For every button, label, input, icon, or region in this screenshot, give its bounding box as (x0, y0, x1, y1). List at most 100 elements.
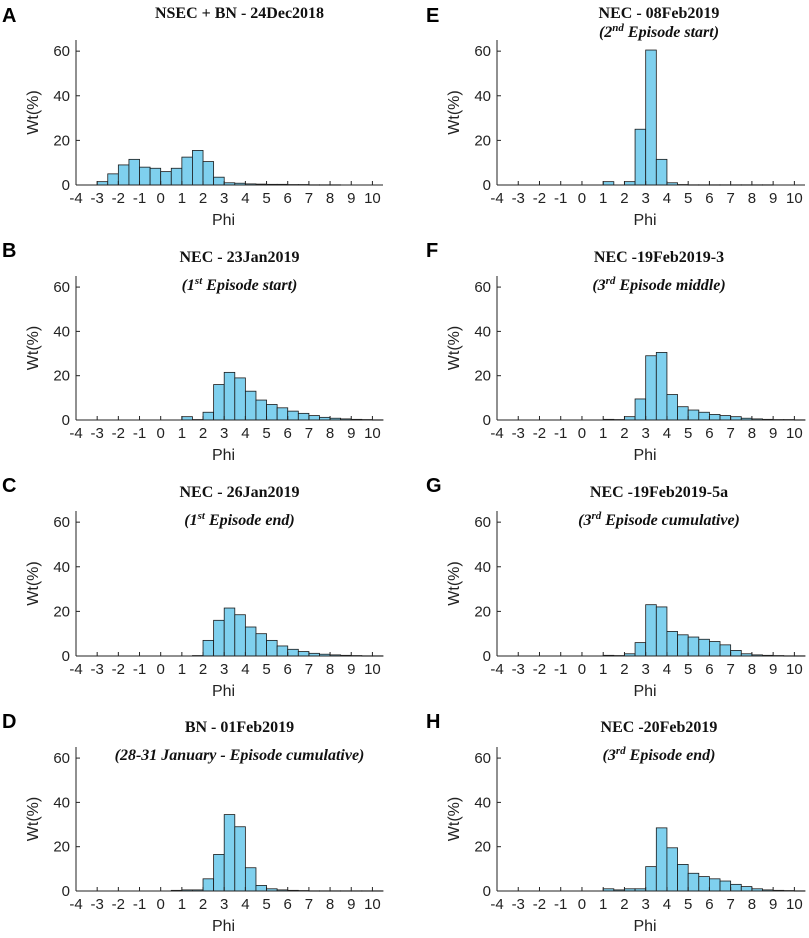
panel-c-x-tick-label: 5 (262, 661, 270, 678)
panel-e-x-tick-label: -1 (554, 190, 567, 207)
panel-f-x-tick-label: -4 (490, 425, 503, 442)
panel-b-x-tick-label: 8 (326, 425, 334, 442)
panel-f-bar (719, 415, 732, 421)
panel-b-bar (266, 404, 278, 421)
panel-b-y-tick-label: 20 (53, 368, 70, 385)
panel-b-bar (308, 415, 320, 421)
panel-c-x-tick-label: 6 (284, 661, 292, 678)
panel-f-bar (634, 398, 647, 421)
panel-g-subtitle: (3rd Episode cumulative) (578, 510, 740, 529)
panel-d-x-tick-label: 6 (284, 896, 292, 913)
panel-e-y-tick-label: 0 (483, 177, 491, 194)
panel-f-x-tick-label: -2 (533, 425, 546, 442)
panel-b-x-tick-label: 5 (262, 425, 270, 442)
panel-h-bar (655, 827, 668, 892)
panel-b-x-tick-label: 6 (284, 425, 292, 442)
panel-g-x-tick-label: -4 (490, 661, 503, 678)
panel-d-y-tick-label: 20 (53, 839, 70, 856)
panel-a-x-tick-label: 4 (241, 190, 249, 207)
panel-b-bar (202, 411, 215, 421)
panel-f-subtitle: (3rd Episode middle) (592, 275, 725, 294)
panel-h-bar (698, 876, 710, 892)
panel-d-x-tick-label: 1 (178, 896, 186, 913)
panel-g-bar (687, 636, 700, 657)
panel-c-y-tick-label: 40 (53, 559, 70, 576)
panel-g-letter: G (426, 475, 442, 497)
panel-b-bar (287, 410, 299, 421)
panel-e-x-tick-label: -2 (533, 190, 546, 207)
panel-e-x-tick-label: 7 (726, 190, 734, 207)
panel-b: B NEC - 23Jan2019(1st Episode start)-4 -3-… (2, 240, 384, 464)
panel-h-x-tick-label: -3 (512, 896, 525, 913)
panel-b-x-tick-label: -2 (112, 425, 125, 442)
panel-f-letter: F (426, 240, 438, 262)
panel-a-x-tick-label: 9 (347, 190, 355, 207)
panel-h-bar (719, 880, 732, 892)
panel-g-title: NEC -19Feb2019-5a (590, 484, 728, 501)
panel-d-title: BN - 01Feb2019 (185, 719, 294, 736)
panel-d-bar (213, 854, 225, 892)
panel-c-x-tick-label: 4 (241, 661, 249, 678)
panel-e-letter: E (426, 5, 439, 27)
panel-g-bar (655, 606, 668, 657)
panel-d-x-tick-label: 3 (220, 896, 228, 913)
panel-a-bar (202, 161, 215, 186)
panel-c-x-tick-label: 8 (326, 661, 334, 678)
panel-h-x-tick-label: -2 (533, 896, 546, 913)
panel-f-x-tick-label: 4 (663, 425, 671, 442)
panel-b-x-tick-label: 2 (199, 425, 207, 442)
panel-e-x-tick-label: -3 (512, 190, 525, 207)
panel-f-bar (677, 406, 689, 421)
panel-e-x-tick-label: 2 (620, 190, 628, 207)
panel-a-x-tick-label: 10 (364, 190, 381, 207)
panel-d-x-tick-label: -3 (91, 896, 104, 913)
panel-f-x-tick-label: 6 (705, 425, 713, 442)
panel-g-x-label: Phi (633, 683, 656, 700)
panel-g-x-tick-label: 0 (578, 661, 586, 678)
panel-c-x-tick-label: -1 (133, 661, 146, 678)
panel-b-x-tick-label: -3 (91, 425, 104, 442)
panel-e-x-tick-label: 1 (599, 190, 607, 207)
panel-g-bar (719, 644, 732, 657)
panel-a-bar (96, 181, 109, 186)
panel-a-bar (128, 158, 140, 186)
panel-d-letter: D (2, 711, 16, 733)
panel-g-bar (698, 638, 710, 657)
panel-e-bar (655, 158, 668, 186)
panel-h-x-tick-label: 0 (578, 896, 586, 913)
panel-f-bar (645, 355, 657, 421)
panel-a-x-tick-label: 5 (262, 190, 270, 207)
panel-b-title: NEC - 23Jan2019 (179, 249, 299, 266)
panel-g-y-tick-label: 0 (483, 648, 491, 665)
panel-e-x-tick-label: 3 (642, 190, 650, 207)
panel-a-x-tick-label: 2 (199, 190, 207, 207)
panel-e-x-tick-label: 8 (748, 190, 756, 207)
panel-d-x-tick-label: 0 (157, 896, 165, 913)
panel-e-bar (624, 181, 636, 186)
panel-f-bar (709, 414, 721, 421)
panel-c-bar (202, 639, 215, 657)
panel-h-bar (709, 878, 721, 892)
panel-c-x-tick-label: 2 (199, 661, 207, 678)
panel-h-y-tick-label: 0 (483, 883, 491, 900)
panel-f-y-tick-label: 40 (474, 323, 491, 340)
panel-c-subtitle: (1st Episode end) (184, 510, 294, 529)
panel-f-x-tick-label: -3 (512, 425, 525, 442)
panel-d-y-tick-label: 60 (53, 750, 70, 767)
panel-f-x-tick-label: 0 (578, 425, 586, 442)
panel-b-x-tick-label: 1 (178, 425, 186, 442)
panel-c-x-tick-label: 10 (364, 661, 381, 678)
panel-h-bar (740, 886, 753, 892)
panel-h-x-tick-label: 5 (684, 896, 692, 913)
panel-h-x-tick-label: 1 (599, 896, 607, 913)
panel-e-bar (634, 128, 647, 186)
panel-a-bar (160, 171, 172, 186)
panel-a-bar (170, 167, 183, 186)
panel-a: A NSEC + BN - 24Dec2018-4 -3 -2 -1 0 1 2 3 4 5 6 7 8 9… (2, 5, 383, 229)
panel-a-x-tick-label: 6 (284, 190, 292, 207)
panel-e-x-tick-label: 0 (578, 190, 586, 207)
panel-d: D BN - 01Feb2019 (28-31 January - Episode … (2, 711, 384, 935)
panel-b-y-tick-label: 40 (53, 323, 70, 340)
panel-g-x-tick-label: -3 (512, 661, 525, 678)
panel-e-x-tick-label: -4 (490, 190, 503, 207)
